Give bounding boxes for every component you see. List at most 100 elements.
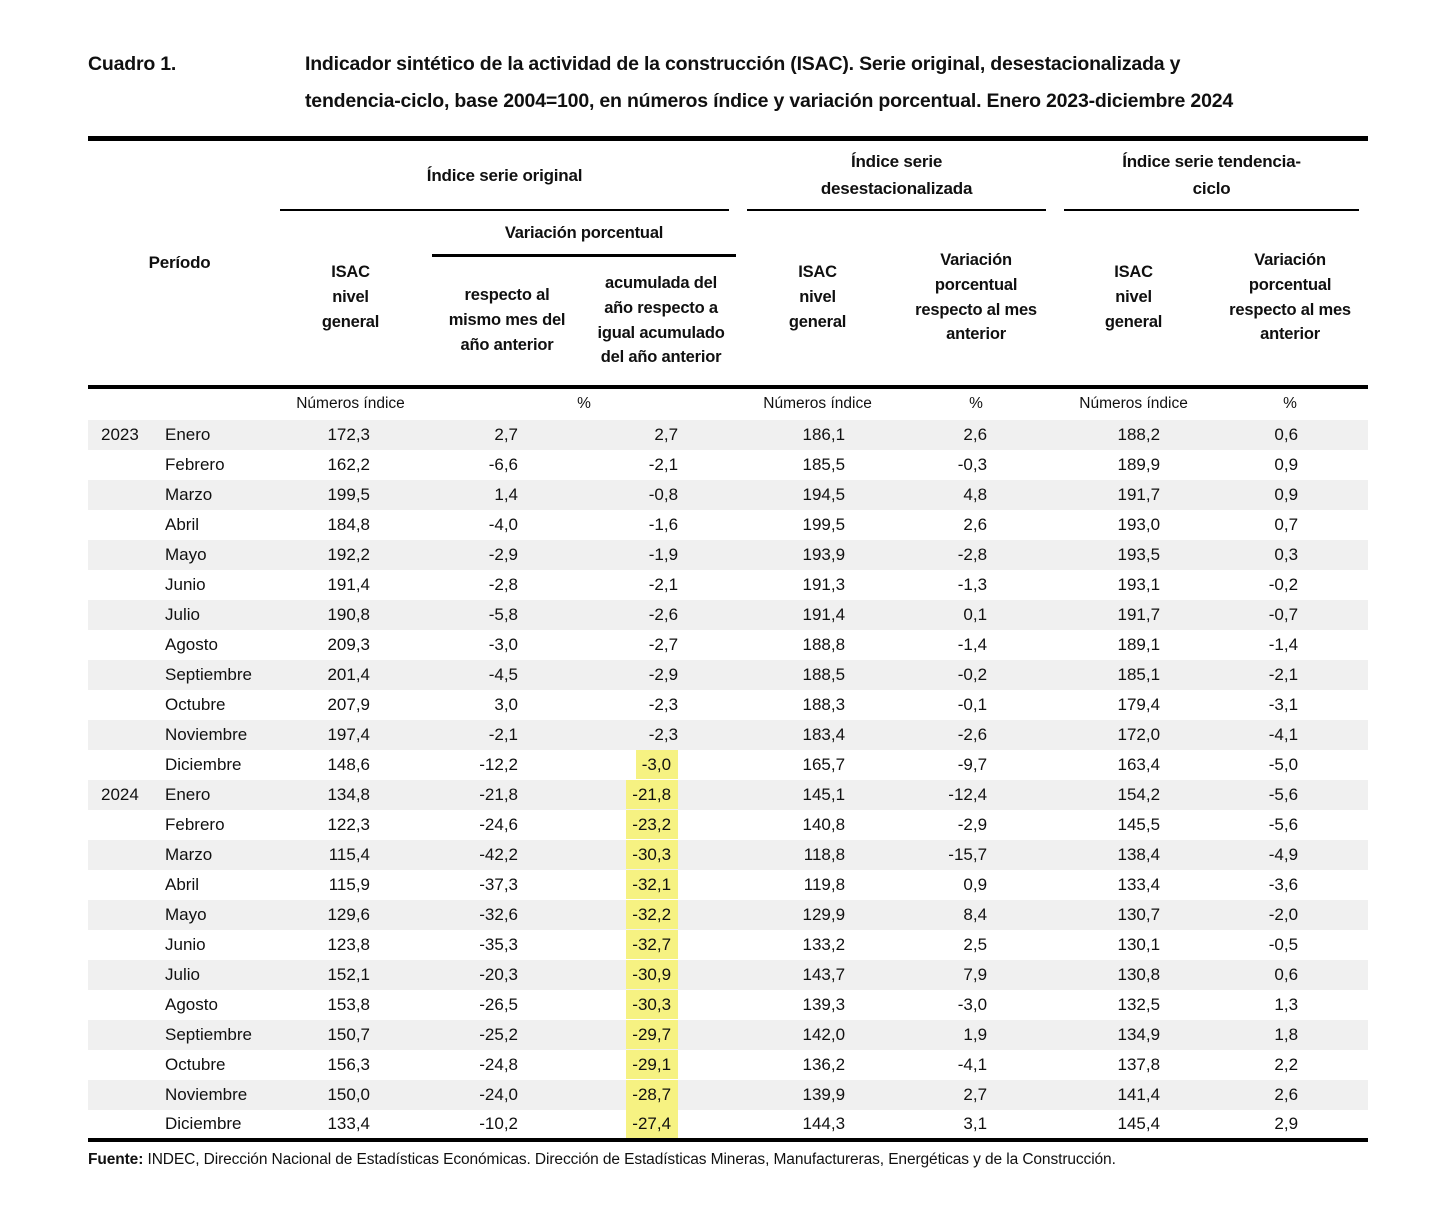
value-cell: 191,4 [327, 574, 371, 594]
value-cell: -2,6 [648, 604, 679, 624]
value-cell: 185,5 [802, 454, 846, 474]
value-cell: -5,8 [488, 604, 519, 624]
value-cell: -9,7 [957, 754, 988, 774]
highlighted-value: -32,1 [626, 869, 679, 899]
value-cell: -0,5 [1268, 934, 1299, 954]
value-cell: 3,0 [494, 694, 519, 714]
value-cell: 0,6 [1274, 964, 1299, 984]
value-cell: 139,9 [802, 1084, 846, 1104]
value-cell: -0,2 [957, 664, 988, 684]
value-cell: -24,8 [479, 1054, 519, 1074]
units-empty-cell [88, 387, 271, 420]
value-cell: -2,1 [1268, 664, 1299, 684]
month-cell: Agosto [165, 994, 218, 1014]
value-cell: 133,4 [327, 1113, 371, 1133]
value-cell: -12,4 [948, 784, 988, 804]
value-cell: -3,6 [1268, 874, 1299, 894]
value-cell: 172,0 [1117, 724, 1161, 744]
value-cell: 191,4 [802, 604, 846, 624]
source-text: INDEC, Dirección Nacional de Estadística… [147, 1150, 1116, 1168]
value-cell: -1,6 [648, 514, 679, 534]
value-cell: -2,9 [648, 664, 679, 684]
value-cell: 145,5 [1117, 814, 1161, 834]
value-cell: 132,5 [1117, 994, 1161, 1014]
value-cell: 133,4 [1117, 874, 1161, 894]
value-cell: -2,3 [648, 694, 679, 714]
value-cell: -37,3 [479, 874, 519, 894]
table-row: Abril 184,8 -4,0 -1,6 199,5 2,6 193,0 0,7 [88, 510, 1368, 540]
units-pct-original: % [577, 395, 591, 412]
col-group-serie-original: Índice serie original [271, 139, 738, 211]
value-cell: -32,2 [584, 899, 738, 930]
value-cell: 207,9 [327, 694, 371, 714]
value-cell: 154,2 [1117, 784, 1161, 804]
value-cell: 1,4 [494, 484, 519, 504]
value-cell: -5,6 [1268, 784, 1299, 804]
value-cell: 138,4 [1117, 844, 1161, 864]
table-row: Mayo 129,6 -32,6 -32,2 129,9 8,4 130,7 -2,0 [88, 899, 1369, 930]
highlighted-value: -30,3 [626, 989, 679, 1019]
value-cell: -23,2 [584, 809, 738, 840]
table-row: Diciembre 133,4 -10,2 -27,4 144,3 3,1 145,4 2,9 [88, 1108, 1368, 1140]
value-cell: -32,6 [479, 904, 519, 924]
units-numeros-indice-tendencia: Números índice [1079, 395, 1188, 412]
value-cell: 0,6 [1274, 424, 1299, 444]
value-cell: 150,7 [327, 1024, 371, 1044]
table-row: Diciembre 148,6 -12,2 -3,0 165,7 -9,7 163,4 -5,… [88, 749, 1368, 780]
value-cell: -25,2 [479, 1024, 519, 1044]
month-cell: Enero [165, 424, 211, 444]
value-cell: 185,1 [1117, 664, 1161, 684]
value-cell: -20,3 [479, 964, 519, 984]
value-cell: 145,4 [1117, 1113, 1161, 1133]
value-cell: -32,7 [584, 929, 738, 960]
month-cell: Agosto [165, 634, 218, 654]
value-cell: 123,8 [327, 934, 371, 954]
value-cell: 199,5 [327, 484, 371, 504]
value-cell: -35,3 [479, 934, 519, 954]
value-cell: 139,3 [802, 994, 846, 1014]
value-cell: 118,8 [803, 844, 846, 864]
value-cell: 190,8 [327, 604, 371, 624]
value-cell: 145,1 [802, 784, 846, 804]
month-cell: Febrero [165, 454, 225, 474]
month-cell: Octubre [165, 1054, 226, 1074]
table-row: Septiembre 150,7 -25,2 -29,7 142,0 1,9 134,9 1,… [88, 1019, 1369, 1050]
value-cell: 162,2 [327, 454, 371, 474]
value-cell: 129,6 [327, 904, 371, 924]
year-cell [88, 750, 158, 780]
highlighted-value: -32,2 [626, 899, 679, 929]
year-cell [88, 1020, 158, 1050]
value-cell: -5,6 [1268, 814, 1299, 834]
value-cell: -21,8 [479, 784, 519, 804]
value-cell: -32,1 [584, 869, 738, 900]
value-cell: -10,2 [479, 1113, 519, 1133]
col-header-isac-tendencia: ISAC nivel general [1104, 263, 1163, 331]
value-cell: 130,8 [1117, 964, 1161, 984]
col-group-serie-tendencia-ciclo: Índice serie tendencia-ciclo [1055, 139, 1368, 211]
table-row: Agosto 209,3 -3,0 -2,7 188,8 -1,4 189,1 -1,4 [88, 630, 1368, 660]
year-cell [88, 870, 158, 900]
table-row: Octubre 207,9 3,0 -2,3 188,3 -0,1 179,4 -3,1 [88, 690, 1368, 720]
value-cell: -0,7 [1268, 604, 1299, 624]
value-cell: -29,7 [584, 1019, 738, 1050]
value-cell: -2,9 [488, 544, 519, 564]
highlighted-value: -27,4 [626, 1108, 679, 1138]
value-cell: 2,6 [963, 424, 988, 444]
value-cell: -12,2 [479, 754, 519, 774]
value-cell: -30,3 [584, 989, 738, 1020]
value-cell: -2,8 [488, 574, 519, 594]
value-cell: 115,4 [328, 844, 371, 864]
highlighted-value: -32,7 [626, 929, 679, 959]
value-cell: 122,3 [327, 814, 371, 834]
value-cell: 0,7 [1274, 514, 1299, 534]
year-cell [88, 510, 158, 540]
value-cell: 188,5 [802, 664, 846, 684]
value-cell: -4,0 [488, 514, 519, 534]
units-pct-tendencia: % [1283, 395, 1297, 412]
value-cell: -3,0 [488, 634, 519, 654]
table-title-block: Cuadro 1. Indicador sintético de la acti… [88, 46, 1368, 120]
year-cell [88, 540, 158, 570]
value-cell: -27,4 [584, 1108, 738, 1140]
value-cell: -6,6 [488, 454, 519, 474]
value-cell: -2,6 [957, 724, 988, 744]
